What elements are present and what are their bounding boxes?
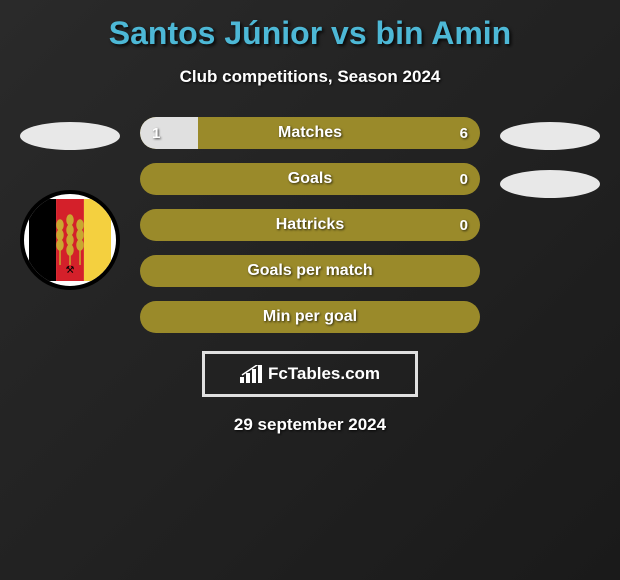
stat-bar-goals: Goals 0 <box>140 163 480 195</box>
stat-fill-left <box>140 117 198 149</box>
badge-graphic: ⚒ <box>29 199 111 281</box>
watermark-text: FcTables.com <box>268 364 380 384</box>
left-player-placeholder <box>20 122 120 150</box>
stat-label: Goals per match <box>247 262 372 280</box>
stat-label: Goals <box>288 170 332 188</box>
badge-tools-icon: ⚒ <box>66 265 75 276</box>
comparison-title: Santos Júnior vs bin Amin <box>0 15 620 52</box>
footer-date: 29 september 2024 <box>0 415 620 435</box>
stat-bar-goals-per-match: Goals per match <box>140 255 480 287</box>
comparison-body: ⚒ 1 Matches 6 Goals 0 Hattricks 0 Goals … <box>0 117 620 333</box>
stat-label: Min per goal <box>263 308 357 326</box>
right-player-placeholder-2 <box>500 170 600 198</box>
left-player-column: ⚒ <box>15 117 125 290</box>
left-club-badge: ⚒ <box>20 190 120 290</box>
stat-label: Matches <box>278 124 342 142</box>
stat-right-value: 6 <box>460 125 468 142</box>
right-player-column <box>495 117 605 198</box>
comparison-subtitle: Club competitions, Season 2024 <box>0 67 620 87</box>
stat-right-value: 0 <box>460 217 468 234</box>
right-player-placeholder-1 <box>500 122 600 150</box>
stat-right-value: 0 <box>460 171 468 188</box>
stat-bar-hattricks: Hattricks 0 <box>140 209 480 241</box>
stat-label: Hattricks <box>276 216 344 234</box>
chart-icon <box>240 365 262 383</box>
stat-left-value: 1 <box>152 125 160 142</box>
badge-wheat-icon <box>45 210 95 270</box>
stat-bar-min-per-goal: Min per goal <box>140 301 480 333</box>
stats-column: 1 Matches 6 Goals 0 Hattricks 0 Goals pe… <box>140 117 480 333</box>
main-container: Santos Júnior vs bin Amin Club competiti… <box>0 0 620 445</box>
stat-bar-matches: 1 Matches 6 <box>140 117 480 149</box>
watermark-box: FcTables.com <box>202 351 418 397</box>
